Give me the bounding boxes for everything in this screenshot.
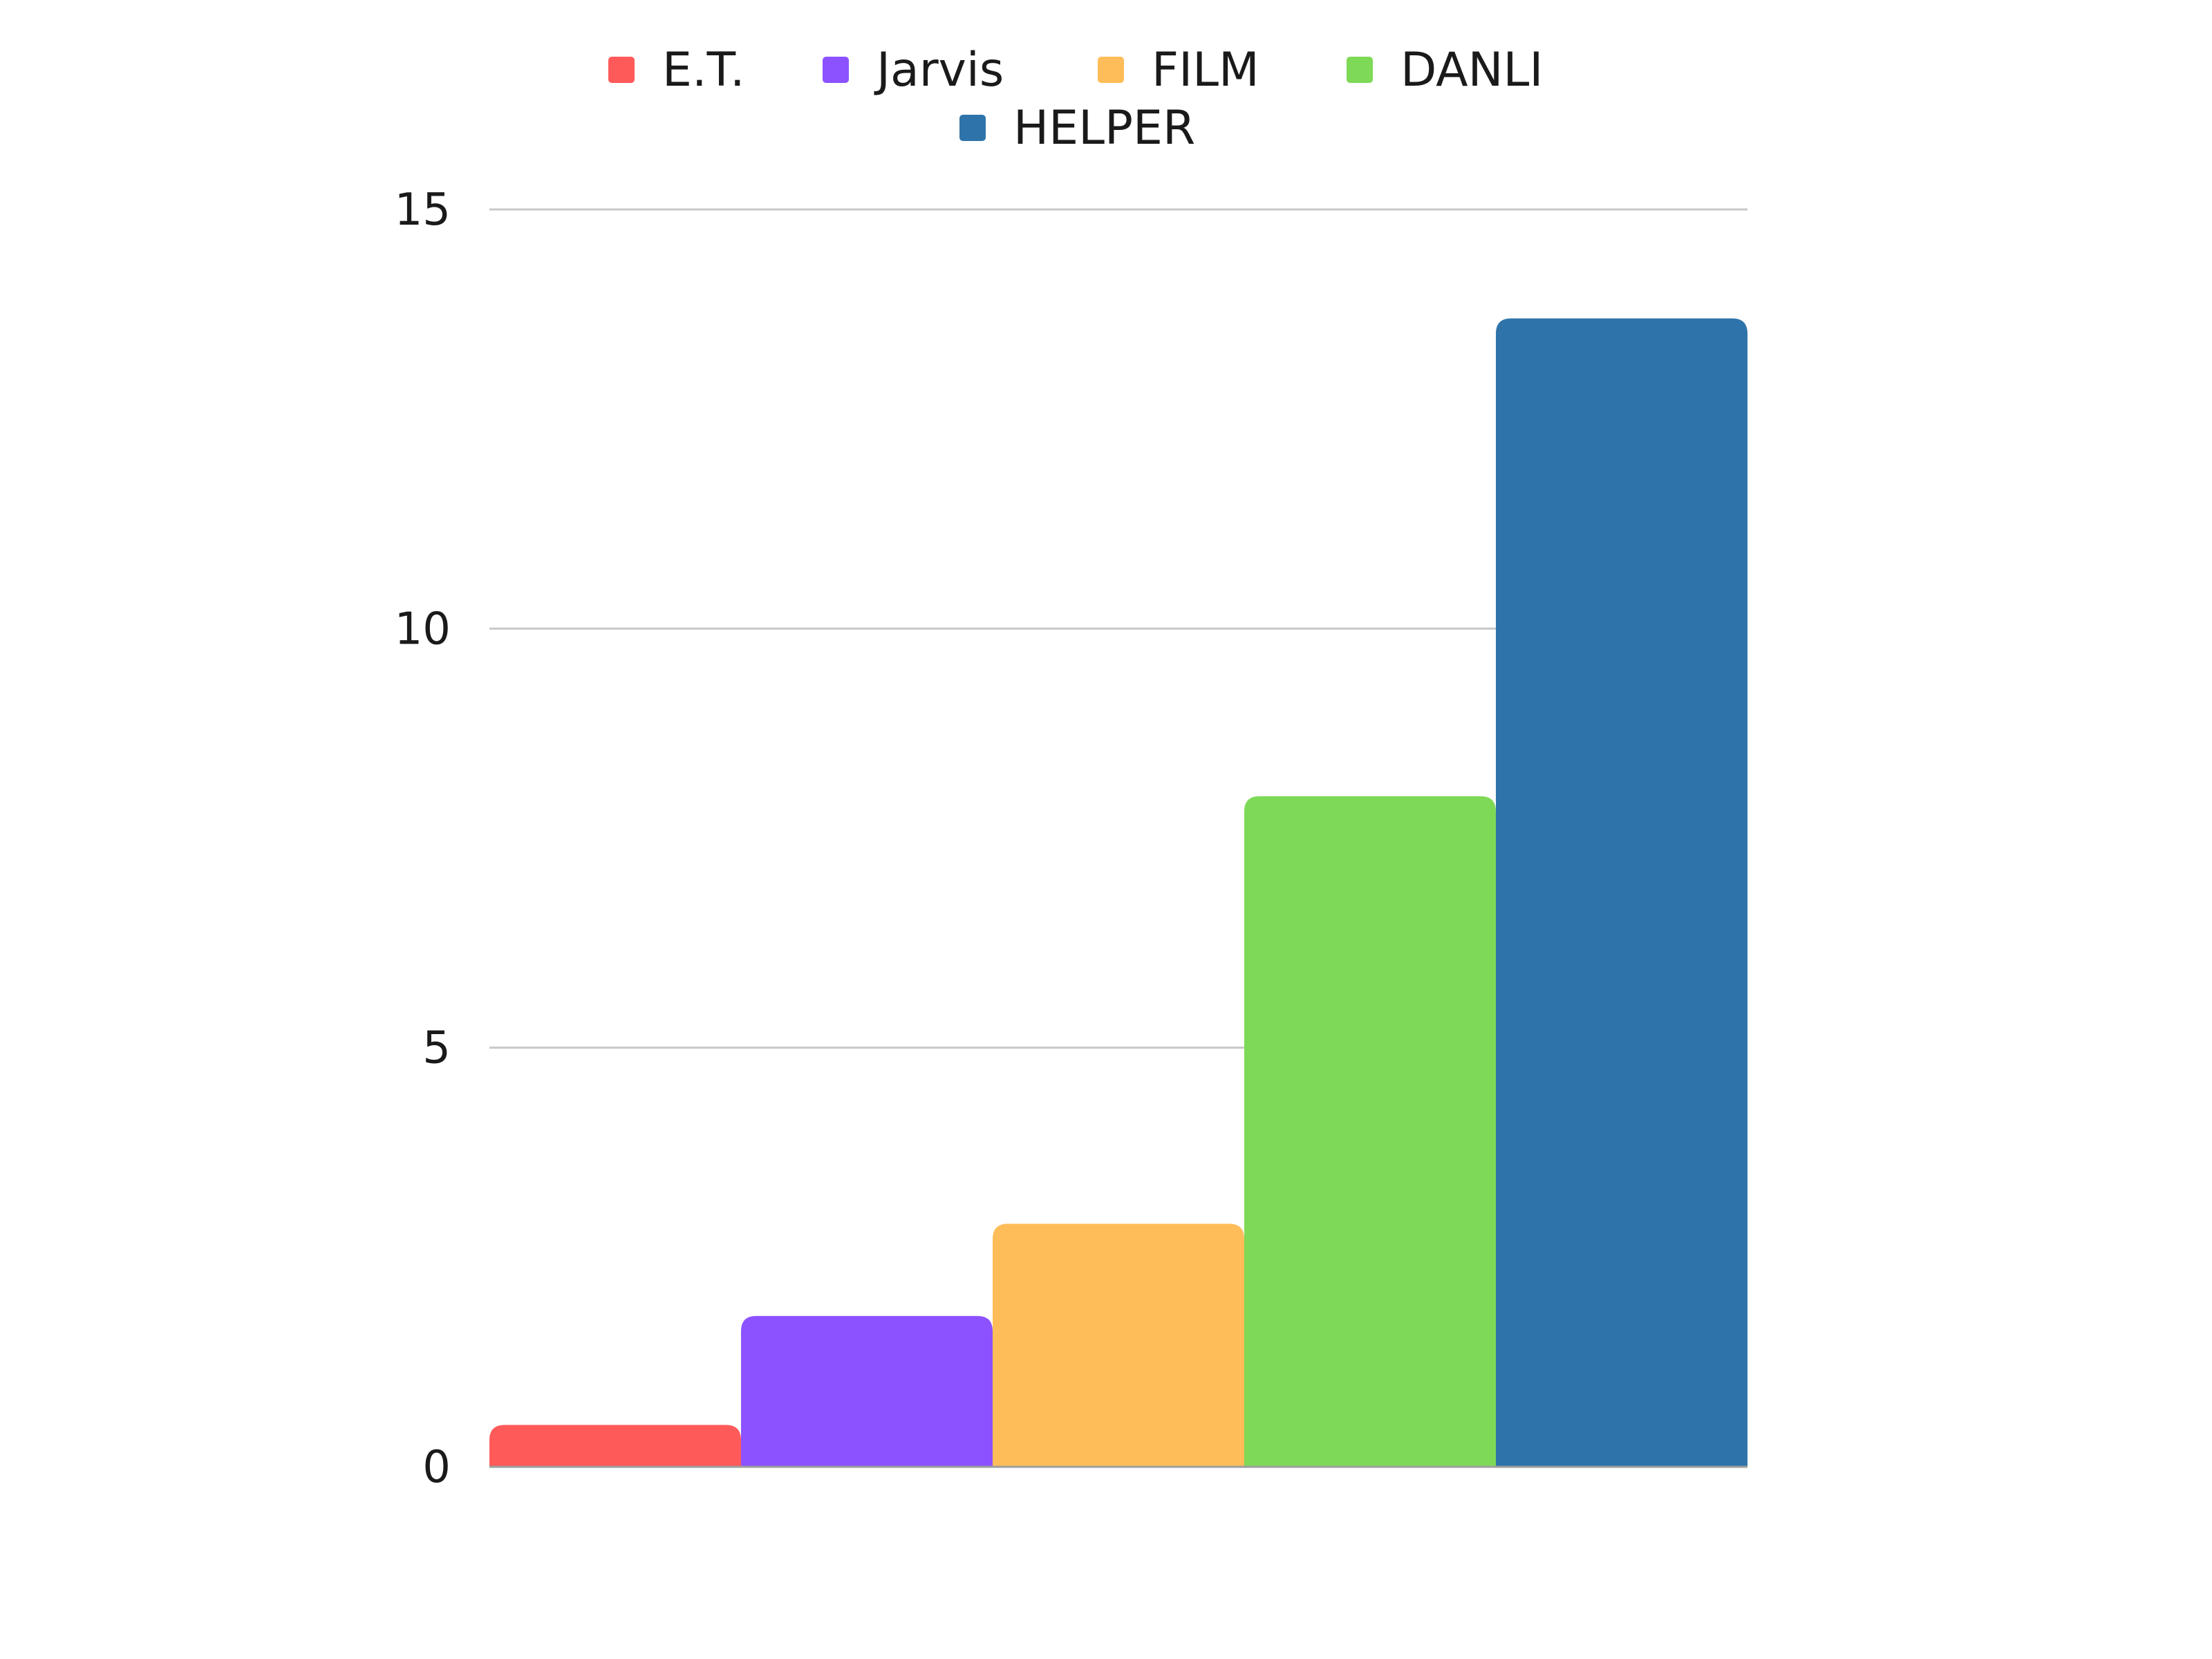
- y-axis: 0 5 10 15: [395, 185, 451, 1493]
- legend-item-danli: DANLI: [1347, 43, 1544, 97]
- legend-item-helper: HELPER: [959, 101, 1195, 156]
- legend-item-jarvis: Jarvis: [823, 43, 1004, 97]
- legend: E.T. Jarvis FILM DANLI HELPER: [608, 43, 1544, 156]
- legend-swatch: [608, 57, 635, 83]
- legend-label: HELPER: [1013, 101, 1195, 156]
- legend-swatch: [959, 115, 986, 141]
- bar-jarvis: [741, 1315, 993, 1467]
- legend-label: Jarvis: [874, 43, 1004, 97]
- y-tick-label: 0: [422, 1442, 451, 1493]
- legend-item-e-t: E.T.: [608, 43, 745, 97]
- legend-swatch: [823, 57, 849, 83]
- bar-danli: [1244, 796, 1496, 1467]
- legend-swatch: [1098, 57, 1124, 83]
- y-tick-label: 10: [395, 603, 451, 655]
- legend-label: DANLI: [1400, 43, 1544, 97]
- bar-helper: [1496, 318, 1747, 1467]
- y-tick-label: 15: [395, 185, 451, 236]
- bars: [489, 318, 1747, 1468]
- bar-film: [993, 1224, 1244, 1467]
- y-tick-label: 5: [422, 1023, 451, 1074]
- legend-label: E.T.: [662, 43, 745, 97]
- legend-item-film: FILM: [1098, 43, 1259, 97]
- bar-e-t: [489, 1425, 741, 1467]
- legend-swatch: [1347, 57, 1373, 83]
- legend-label: FILM: [1152, 43, 1259, 97]
